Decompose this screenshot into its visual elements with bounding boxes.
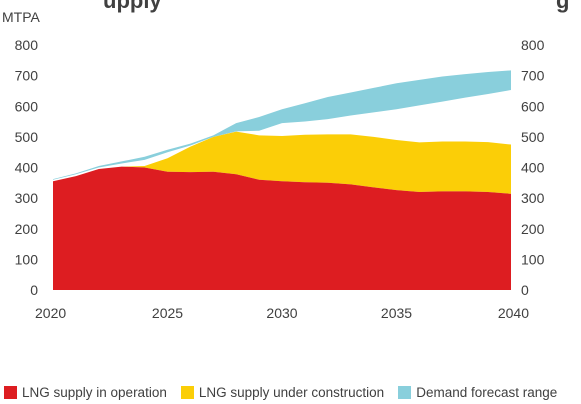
chart-title-fragment-right: g <box>556 0 569 13</box>
y-tick-right-label: 100 <box>521 251 545 267</box>
legend-label-operation: LNG supply in operation <box>22 384 167 400</box>
y-tick-left-label: 300 <box>15 190 39 206</box>
y-tick-left-label: 400 <box>15 160 39 176</box>
y-tick-right-label: 300 <box>521 190 545 206</box>
y-axis-unit-label: MTPA <box>2 9 41 25</box>
y-tick-right-label: 200 <box>521 221 545 237</box>
area-demand-forecast-range <box>53 70 511 180</box>
chart-legend: LNG supply in operation LNG supply under… <box>4 382 581 402</box>
area-layer <box>53 70 511 290</box>
legend-swatch-operation <box>4 385 17 399</box>
legend-item-demand: Demand forecast range <box>398 385 557 400</box>
legend-label-demand: Demand forecast range <box>416 384 558 400</box>
y-tick-left-label: 500 <box>15 129 39 145</box>
area-lng-in-operation <box>53 166 511 290</box>
area-lng-under-construction <box>53 131 511 194</box>
x-tick-label: 2025 <box>152 305 183 321</box>
x-tick-label: 2030 <box>266 305 297 321</box>
y-tick-left-label: 600 <box>15 98 39 114</box>
y-axis-left: 0 100 200 300 400 500 600 700 800 <box>15 37 39 298</box>
y-tick-left-label: 100 <box>15 251 39 267</box>
y-axis-right: 0 100 200 300 400 500 600 700 800 <box>521 37 545 298</box>
y-tick-left-label: 0 <box>30 282 38 298</box>
legend-item-construction: LNG supply under construction <box>180 384 385 400</box>
y-tick-right-label: 500 <box>521 129 545 145</box>
legend-item-operation: LNG supply in operation <box>4 385 167 400</box>
x-tick-label: 2035 <box>381 305 412 321</box>
legend-swatch-demand <box>398 385 412 399</box>
y-tick-right-label: 400 <box>521 160 545 176</box>
y-tick-left-label: 700 <box>15 68 39 84</box>
y-tick-right-label: 600 <box>521 98 545 114</box>
legend-swatch-construction <box>180 385 194 399</box>
x-tick-label: 2020 <box>35 305 66 321</box>
y-tick-right-label: 0 <box>521 282 529 298</box>
x-axis: 2020 2025 2030 2035 2040 <box>35 305 529 321</box>
legend-label-construction: LNG supply under construction <box>198 384 385 400</box>
chart-title-fragment-left: upply <box>103 0 162 13</box>
y-tick-left-label: 200 <box>15 221 39 237</box>
y-tick-right-label: 800 <box>521 37 545 53</box>
y-tick-right-label: 700 <box>521 68 545 84</box>
y-tick-left-label: 800 <box>15 37 39 53</box>
x-tick-label: 2040 <box>498 305 529 321</box>
